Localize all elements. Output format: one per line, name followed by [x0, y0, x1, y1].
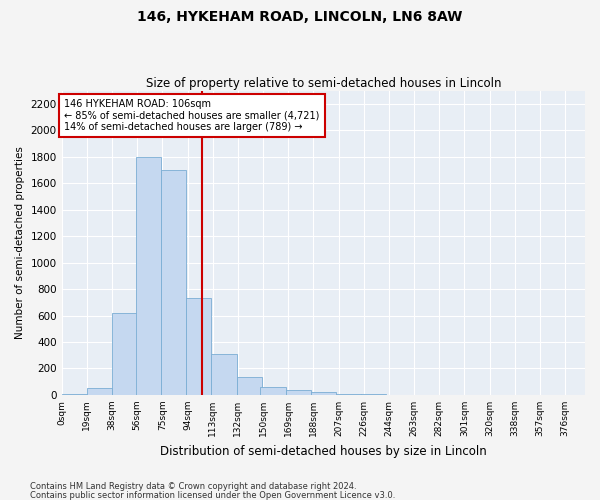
Bar: [260, 387, 286, 395]
Y-axis label: Number of semi-detached properties: Number of semi-detached properties: [15, 146, 25, 339]
X-axis label: Distribution of semi-detached houses by size in Lincoln: Distribution of semi-detached houses by …: [160, 444, 487, 458]
Bar: [211, 354, 236, 395]
Bar: [311, 392, 336, 395]
Text: 146, HYKEHAM ROAD, LINCOLN, LN6 8AW: 146, HYKEHAM ROAD, LINCOLN, LN6 8AW: [137, 10, 463, 24]
Bar: [161, 170, 186, 395]
Bar: [112, 313, 137, 395]
Bar: [236, 377, 262, 395]
Text: Contains HM Land Registry data © Crown copyright and database right 2024.: Contains HM Land Registry data © Crown c…: [30, 482, 356, 491]
Bar: [136, 157, 161, 395]
Text: Contains public sector information licensed under the Open Government Licence v3: Contains public sector information licen…: [30, 490, 395, 500]
Title: Size of property relative to semi-detached houses in Lincoln: Size of property relative to semi-detach…: [146, 76, 501, 90]
Text: 146 HYKEHAM ROAD: 106sqm
← 85% of semi-detached houses are smaller (4,721)
14% o: 146 HYKEHAM ROAD: 106sqm ← 85% of semi-d…: [64, 98, 320, 132]
Bar: [361, 394, 386, 395]
Bar: [336, 394, 361, 395]
Bar: [186, 298, 211, 395]
Bar: [286, 390, 311, 395]
Bar: [62, 394, 87, 395]
Bar: [87, 388, 112, 395]
